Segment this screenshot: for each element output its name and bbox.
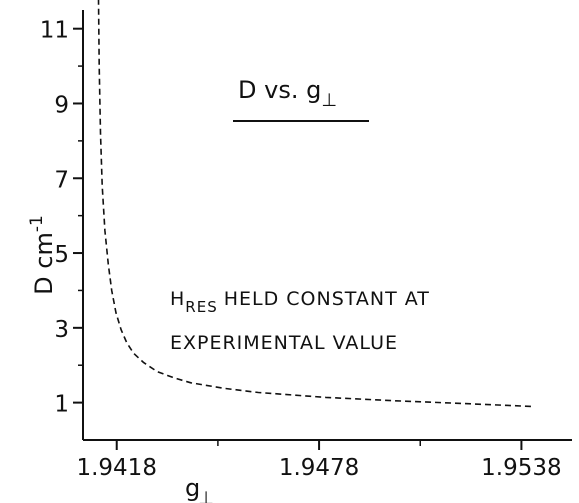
x-axis-title-g: g xyxy=(185,474,200,502)
x-tick-label-1.9538: 1.9538 xyxy=(481,455,561,481)
ticks-layer: 1 3 5 7 9 11 1.9418 1.9478 1.9538 xyxy=(40,18,562,481)
chart-title: D vs. g⊥ xyxy=(238,76,337,111)
annotation-line-2: EXPERIMENTAL VALUE xyxy=(170,332,398,354)
y-tick-label-7: 7 xyxy=(54,167,69,193)
annotation-h: H xyxy=(170,288,185,310)
y-axis-title-exp: -1 xyxy=(27,215,47,232)
y-tick-label-11: 11 xyxy=(40,18,69,44)
x-axis-title-sub: ⊥ xyxy=(198,488,214,503)
x-tick-label-1.9478: 1.9478 xyxy=(279,455,359,481)
y-tick-label-3: 3 xyxy=(54,317,69,343)
annotation-res-sub: RES xyxy=(185,298,217,316)
x-tick-label-1.9418: 1.9418 xyxy=(76,455,156,481)
x-axis-title: g⊥ xyxy=(185,474,214,503)
y-axis-title: D cm-1 xyxy=(27,215,58,295)
y-tick-label-9: 9 xyxy=(54,92,69,118)
series-layer xyxy=(97,0,535,408)
y-axis-title-main: D cm xyxy=(30,232,58,295)
series-line-0 xyxy=(97,0,535,408)
annotation-held: HELD CONSTANT AT xyxy=(224,288,430,310)
y-tick-label-5: 5 xyxy=(54,242,69,268)
y-tick-label-1: 1 xyxy=(54,392,69,418)
annotation-line-1: HRES HELD CONSTANT AT xyxy=(170,288,430,316)
title-perp-sub: ⊥ xyxy=(321,90,337,111)
title-main: D vs. g xyxy=(238,76,321,104)
